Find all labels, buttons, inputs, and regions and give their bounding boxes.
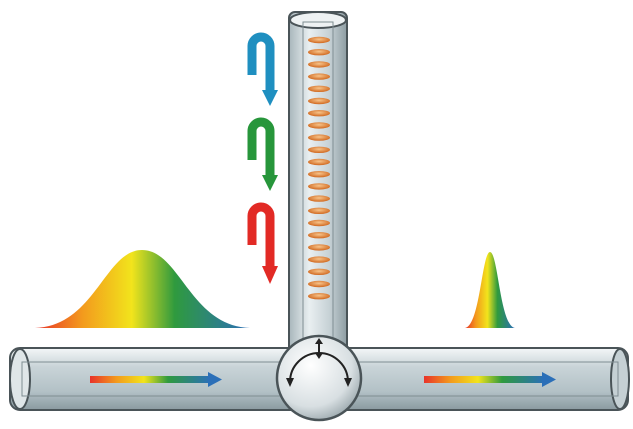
flow-arrow-right	[424, 372, 556, 387]
packing-disc	[308, 134, 330, 141]
packing-disc	[308, 122, 330, 129]
valve	[275, 334, 363, 422]
red-arrow	[247, 202, 278, 284]
packing-disc	[308, 171, 330, 178]
packing-disc	[308, 195, 330, 202]
narrow-peak	[465, 252, 515, 328]
packing-disc	[308, 280, 330, 288]
wide-peak	[35, 250, 250, 328]
packing-disc	[308, 36, 330, 44]
packing-disc	[308, 97, 330, 105]
packing-disc	[308, 219, 330, 227]
packing-disc	[308, 85, 330, 93]
packing-disc	[308, 110, 330, 117]
column-packing	[308, 36, 330, 300]
flow-arrow-left	[90, 372, 222, 387]
packing-disc	[308, 49, 330, 56]
packing-disc	[308, 256, 330, 263]
packing-disc	[308, 146, 330, 153]
packing-disc	[308, 61, 330, 68]
packing-disc	[308, 207, 330, 214]
packing-disc	[308, 232, 330, 239]
packing-disc	[308, 183, 330, 190]
green-arrow	[247, 117, 278, 191]
packing-disc	[308, 293, 330, 300]
packing-disc	[308, 73, 330, 80]
packing-disc	[308, 244, 330, 251]
packing-disc	[308, 268, 330, 275]
blue-arrow	[247, 32, 278, 106]
packing-disc	[308, 158, 330, 166]
